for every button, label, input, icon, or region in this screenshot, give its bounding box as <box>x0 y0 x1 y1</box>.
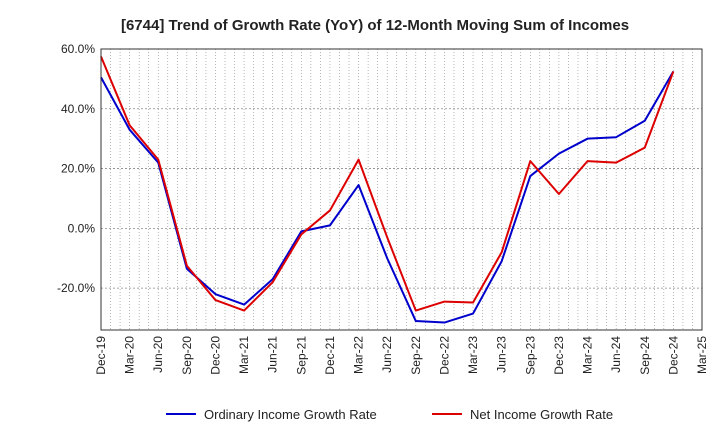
x-tick-label: Jun-24 <box>609 336 623 373</box>
x-tick-label: Sep-22 <box>409 336 423 375</box>
chart-title: [6744] Trend of Growth Rate (YoY) of 12-… <box>121 17 629 34</box>
legend-label-ordinary-income: Ordinary Income Growth Rate <box>204 407 377 422</box>
x-tick-label: Dec-20 <box>208 336 222 375</box>
x-tick-label: Sep-24 <box>638 336 652 375</box>
x-tick-label: Mar-22 <box>352 336 366 374</box>
x-tick-label: Dec-22 <box>437 336 451 375</box>
y-tick-label: -20.0% <box>57 281 95 295</box>
grid <box>101 49 702 330</box>
y-tick-label: 0.0% <box>68 221 96 235</box>
y-tick-label: 20.0% <box>61 162 95 176</box>
x-tick-label: Jun-23 <box>495 336 509 373</box>
x-tick-label: Mar-25 <box>695 336 709 374</box>
x-tick-label: Mar-24 <box>581 336 595 374</box>
y-tick-label: 60.0% <box>61 42 95 56</box>
x-tick-label: Mar-21 <box>237 336 251 374</box>
x-tick-label: Jun-20 <box>151 336 165 373</box>
x-tick-label: Mar-23 <box>466 336 480 374</box>
legend: Ordinary Income Growth Rate Net Income G… <box>166 407 613 422</box>
series-line-net-income <box>100 56 675 312</box>
x-tick-label: Jun-21 <box>266 336 280 373</box>
series-lines <box>100 56 675 324</box>
x-tick-label: Sep-20 <box>180 336 194 375</box>
x-tick-label: Dec-21 <box>323 336 337 375</box>
x-tick-label: Sep-23 <box>523 336 537 375</box>
x-axis-ticks: Dec-19 Mar-20 Jun-20 Sep-20 Dec-20 Mar-21 Jun-… <box>94 336 709 375</box>
x-tick-label: Jun-22 <box>380 336 394 373</box>
x-tick-label: Mar-20 <box>123 336 137 374</box>
x-tick-label: Dec-24 <box>666 336 680 375</box>
x-tick-label: Sep-21 <box>294 336 308 375</box>
legend-label-net-income: Net Income Growth Rate <box>470 407 613 422</box>
plot-area-frame <box>100 48 703 331</box>
x-tick-label: Dec-19 <box>94 336 108 375</box>
y-axis-ticks: 60.0% 40.0% 20.0% 0.0% -20.0% <box>57 42 95 295</box>
x-tick-label: Dec-23 <box>552 336 566 375</box>
y-tick-label: 40.0% <box>61 102 95 116</box>
